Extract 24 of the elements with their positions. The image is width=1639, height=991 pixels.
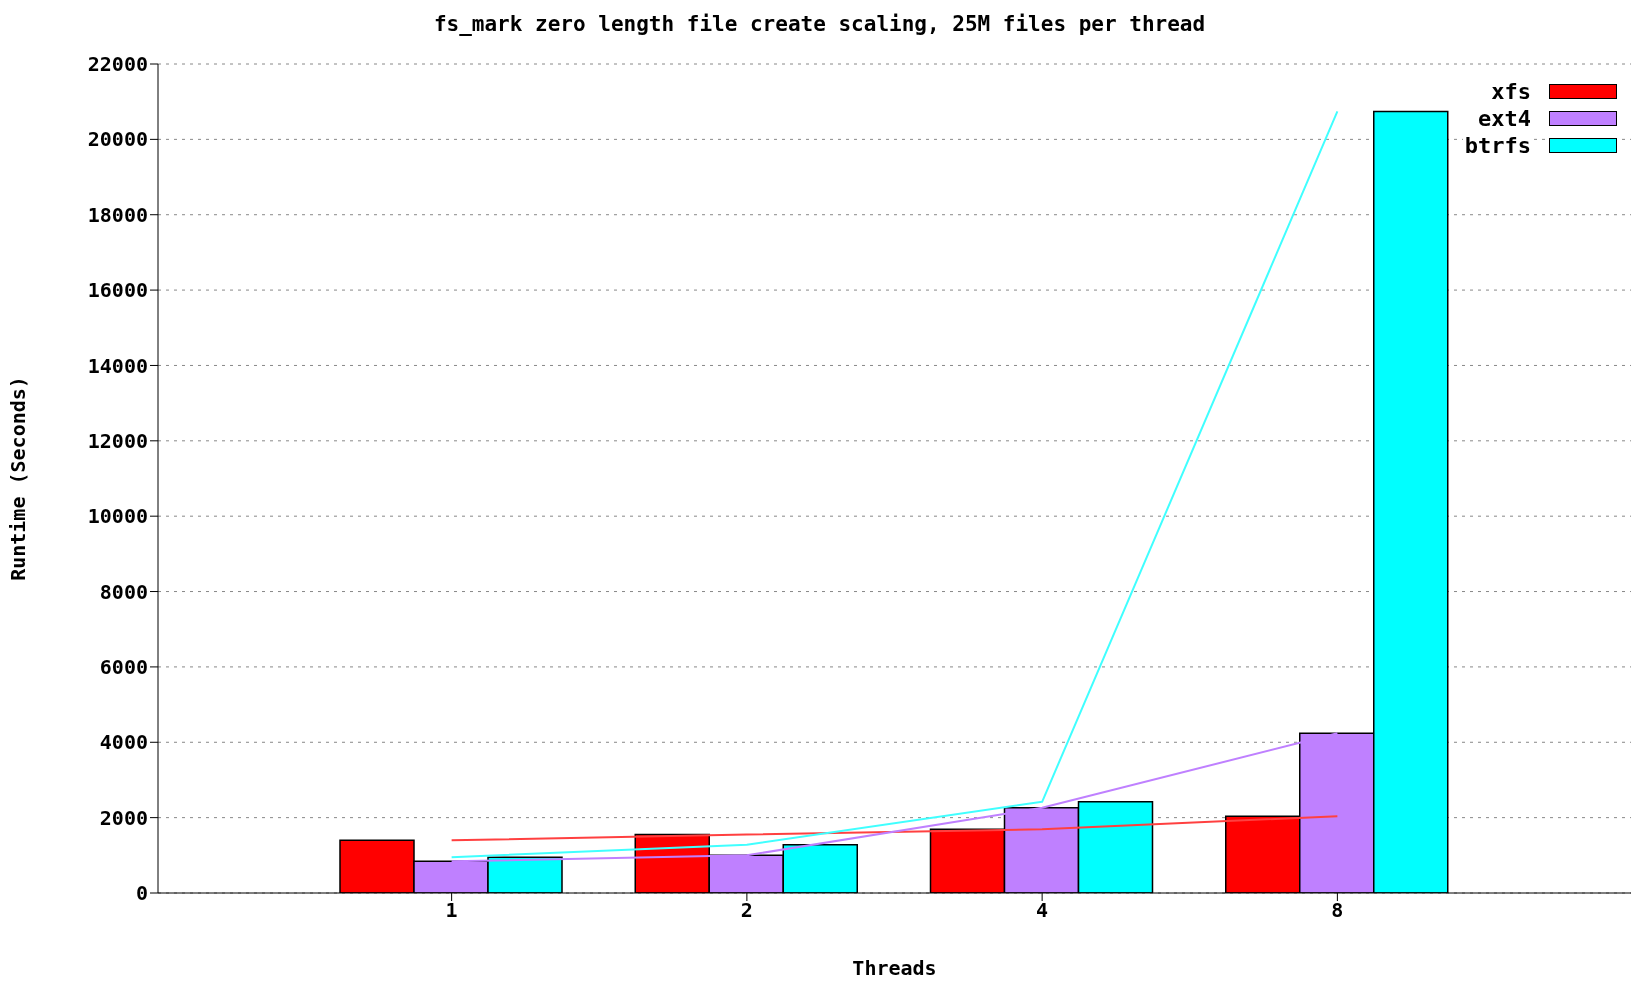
x-tick-label: 8: [1331, 898, 1344, 923]
y-tick-label: 8000: [99, 579, 148, 604]
y-tick-label: 22000: [87, 52, 148, 77]
y-tick-label: 6000: [99, 655, 148, 680]
x-axis-title: Threads: [852, 956, 937, 980]
x-tick-label: 4: [1036, 898, 1049, 923]
x-tick-label: 1: [445, 898, 458, 923]
y-tick-label: 20000: [87, 127, 148, 152]
line-series: [450, 815, 1339, 842]
y-tick-label: 12000: [87, 428, 148, 453]
x-tick-label: 2: [740, 898, 753, 923]
chart-title: fs_mark zero length file create scaling, 25M files per thread: [432, 12, 1207, 36]
line-series: [450, 110, 1339, 859]
y-tick-label: 16000: [87, 278, 148, 303]
legend-label: xfs: [1489, 79, 1533, 104]
y-axis-title: Runtime (Seconds): [6, 376, 31, 581]
y-tick-label: 18000: [87, 202, 148, 227]
y-tick-label: 4000: [99, 730, 148, 755]
legend-label: ext4: [1476, 106, 1533, 131]
legend-label: btrfs: [1462, 133, 1533, 158]
y-tick-label: 0: [135, 881, 148, 906]
y-tick-label: 14000: [87, 353, 148, 378]
y-tick-label: 2000: [99, 805, 148, 830]
y-tick-label: 10000: [87, 504, 148, 529]
